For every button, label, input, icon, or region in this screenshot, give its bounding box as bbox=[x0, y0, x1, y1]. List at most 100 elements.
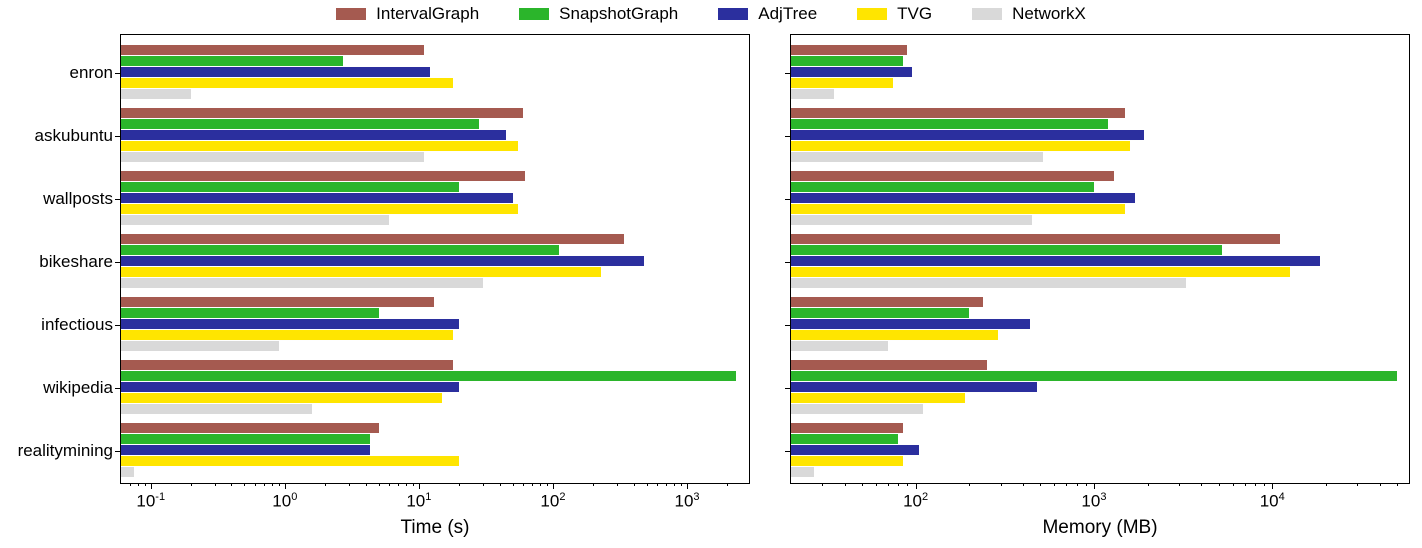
xtick-mark bbox=[1094, 483, 1095, 489]
xtick-minor bbox=[1233, 483, 1234, 486]
bar-snapshotgraph bbox=[121, 434, 370, 444]
figure: IntervalGraph SnapshotGraph AdjTree TVG … bbox=[0, 0, 1422, 548]
bar-adjtree bbox=[791, 445, 919, 455]
bar-networkx bbox=[791, 404, 923, 414]
bar-adjtree bbox=[121, 67, 430, 77]
bar-snapshotgraph bbox=[121, 308, 379, 318]
bar-networkx bbox=[121, 278, 483, 288]
bar-tvg bbox=[791, 456, 903, 466]
xtick-minor bbox=[1326, 483, 1327, 486]
xtick-minor bbox=[674, 483, 675, 486]
xtick-label: 103 bbox=[675, 491, 700, 512]
bar-intervalgraph bbox=[121, 234, 624, 244]
xtick-mark bbox=[687, 483, 688, 489]
plot-area-memory: 102103104Memory (MB) bbox=[790, 34, 1410, 484]
bar-snapshotgraph bbox=[121, 245, 559, 255]
ytick-label: enron bbox=[70, 63, 113, 83]
legend-item-networkx: NetworkX bbox=[972, 4, 1086, 24]
bar-tvg bbox=[121, 267, 601, 277]
xtick-label: 100 bbox=[272, 491, 297, 512]
xtick-minor bbox=[523, 483, 524, 486]
legend-item-tvg: TVG bbox=[857, 4, 932, 24]
xtick-minor bbox=[1077, 483, 1078, 486]
xtick-minor bbox=[593, 483, 594, 486]
xtick-minor bbox=[862, 483, 863, 486]
bar-tvg bbox=[791, 330, 998, 340]
xtick-minor bbox=[1219, 483, 1220, 486]
xtick-minor bbox=[907, 483, 908, 486]
xtick-minor bbox=[379, 483, 380, 486]
legend-swatch bbox=[972, 8, 1002, 20]
xtick-minor bbox=[681, 483, 682, 486]
bar-adjtree bbox=[121, 319, 459, 329]
xtick-minor bbox=[1179, 483, 1180, 486]
bar-intervalgraph bbox=[121, 45, 424, 55]
xtick-minor bbox=[264, 483, 265, 486]
bar-networkx bbox=[791, 278, 1186, 288]
xtick-minor bbox=[1245, 483, 1246, 486]
xtick-minor bbox=[1054, 483, 1055, 486]
plot-area-time: enronaskubuntuwallpostsbikeshareinfectio… bbox=[120, 34, 750, 484]
xtick-label: 10-1 bbox=[136, 491, 165, 512]
xtick-minor bbox=[1380, 483, 1381, 486]
bar-networkx bbox=[791, 152, 1043, 162]
xtick-mark bbox=[419, 483, 420, 489]
bar-tvg bbox=[121, 78, 453, 88]
xtick-minor bbox=[244, 483, 245, 486]
bar-networkx bbox=[121, 341, 279, 351]
bar-adjtree bbox=[791, 319, 1030, 329]
bar-snapshotgraph bbox=[791, 371, 1397, 381]
bar-tvg bbox=[791, 393, 965, 403]
xtick-label: 102 bbox=[540, 491, 565, 512]
xtick-mark bbox=[1272, 483, 1273, 489]
panel-memory: 102103104Memory (MB) bbox=[760, 34, 1422, 548]
xtick-minor bbox=[406, 483, 407, 486]
xtick-minor bbox=[483, 483, 484, 486]
ytick-label: realitymining bbox=[18, 441, 113, 461]
legend-swatch bbox=[519, 8, 549, 20]
xtick-label: 101 bbox=[406, 491, 431, 512]
xtick-minor bbox=[1040, 483, 1041, 486]
bar-adjtree bbox=[791, 193, 1135, 203]
bar-tvg bbox=[791, 204, 1125, 214]
legend-item-adjtree: AdjTree bbox=[718, 4, 817, 24]
xtick-minor bbox=[1255, 483, 1256, 486]
bar-adjtree bbox=[791, 67, 912, 77]
legend-item-intervalgraph: IntervalGraph bbox=[336, 4, 479, 24]
xtick-minor bbox=[366, 483, 367, 486]
xtick-minor bbox=[876, 483, 877, 486]
bar-networkx bbox=[791, 89, 834, 99]
xtick-minor bbox=[845, 483, 846, 486]
xtick-minor bbox=[1201, 483, 1202, 486]
bar-networkx bbox=[121, 89, 191, 99]
xtick-minor bbox=[657, 483, 658, 486]
xtick-mark bbox=[553, 483, 554, 489]
legend-label: AdjTree bbox=[758, 4, 817, 24]
xtick-label: 103 bbox=[1081, 491, 1106, 512]
xtick-minor bbox=[325, 483, 326, 486]
bar-snapshotgraph bbox=[791, 434, 898, 444]
xtick-minor bbox=[513, 483, 514, 486]
bar-snapshotgraph bbox=[791, 182, 1094, 192]
legend-swatch bbox=[718, 8, 748, 20]
xtick-minor bbox=[727, 483, 728, 486]
ytick-label: infectious bbox=[41, 315, 113, 335]
xtick-minor bbox=[191, 483, 192, 486]
bar-networkx bbox=[791, 341, 888, 351]
panels-row: enronaskubuntuwallpostsbikeshareinfectio… bbox=[0, 34, 1422, 548]
bar-snapshotgraph bbox=[791, 245, 1222, 255]
legend-label: NetworkX bbox=[1012, 4, 1086, 24]
bar-snapshotgraph bbox=[791, 56, 903, 66]
bar-intervalgraph bbox=[791, 45, 907, 55]
xlabel: Memory (MB) bbox=[1042, 517, 1157, 539]
xtick-minor bbox=[898, 483, 899, 486]
xtick-label: 104 bbox=[1260, 491, 1285, 512]
xlabel: Time (s) bbox=[401, 517, 470, 539]
xtick-minor bbox=[1148, 483, 1149, 486]
xtick-minor bbox=[888, 483, 889, 486]
bar-intervalgraph bbox=[121, 360, 453, 370]
ytick-label: askubuntu bbox=[35, 126, 113, 146]
bar-adjtree bbox=[121, 193, 513, 203]
ytick-label: bikeshare bbox=[39, 252, 113, 272]
xtick-minor bbox=[398, 483, 399, 486]
